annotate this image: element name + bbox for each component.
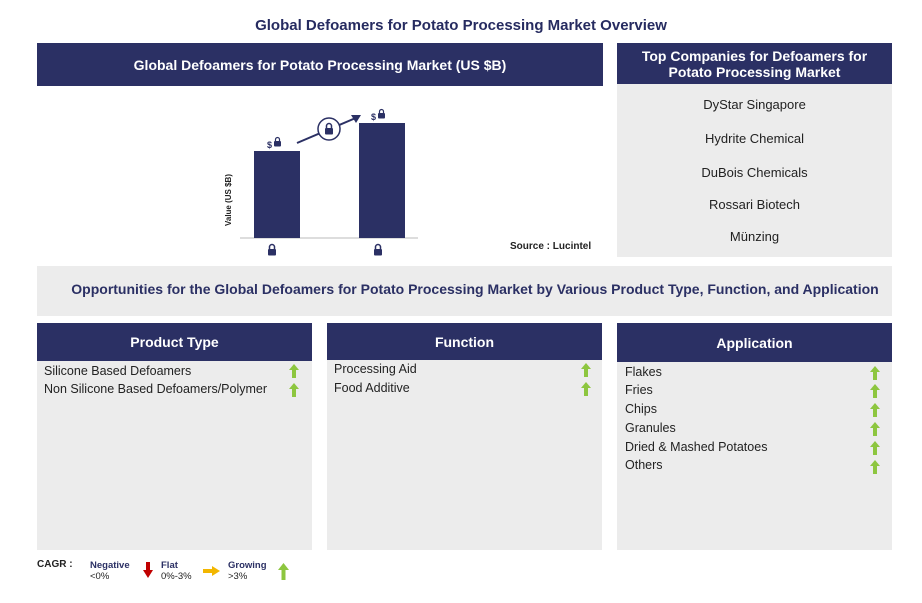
growing-arrow-icon — [870, 460, 880, 474]
legend-negative: Negative <0% — [90, 560, 130, 582]
segment-item: Food Additive — [334, 381, 410, 395]
company-item: DyStar Singapore — [703, 97, 806, 112]
growing-arrow-icon — [581, 363, 591, 377]
segment-header-product-type: Product Type — [37, 323, 312, 361]
segment-item: Flakes — [625, 365, 662, 379]
company-item: DuBois Chemicals — [701, 165, 808, 180]
segment-header-application: Application — [617, 323, 892, 362]
legend-negative-range: <0% — [90, 571, 110, 582]
market-chart: Value (US $B) $ $ — [224, 108, 418, 256]
up-arrow-icon — [278, 563, 289, 580]
lock-icon — [325, 122, 333, 135]
segment-item: Non Silicone Based Defoamers/Polymer — [44, 382, 268, 396]
growing-arrow-icon — [289, 364, 299, 378]
segment-header-function: Function — [327, 323, 602, 360]
page-title: Global Defoamers for Potato Processing M… — [255, 17, 667, 34]
segment-item: Processing Aid — [334, 362, 417, 376]
legend-flat-range: 0%-3% — [161, 571, 192, 582]
company-item: Rossari Biotech — [708, 197, 801, 212]
bar-1-value-label: $ — [267, 140, 272, 150]
segment-item: Granules — [625, 421, 676, 435]
growth-arrow-head — [351, 115, 361, 123]
companies-list: DyStar Singapore Hydrite Chemical DuBois… — [617, 84, 892, 257]
growing-arrow-icon — [870, 384, 880, 398]
growing-arrow-icon — [870, 403, 880, 417]
bar-2 — [359, 123, 405, 238]
legend-growing-label: Growing — [228, 560, 267, 571]
down-arrow-icon — [143, 562, 153, 578]
segment-panel-application: Flakes Fries Chips Granules Dried & Mash… — [617, 362, 892, 550]
lock-icon — [268, 243, 276, 256]
legend-growing: Growing >3% — [228, 560, 267, 582]
segment-panel-product-type: Silicone Based Defoamers Non Silicone Ba… — [37, 361, 312, 550]
source-note: Source : Lucintel — [510, 241, 592, 252]
segment-panel-function: Processing Aid Food Additive — [327, 360, 602, 550]
growing-arrow-icon — [289, 383, 299, 397]
legend-flat: Flat 0%-3% — [161, 560, 192, 582]
bar-2-value-label: $ — [371, 112, 376, 122]
opportunities-banner — [37, 266, 892, 316]
growing-arrow-icon — [581, 382, 591, 396]
legend-negative-label: Negative — [90, 560, 130, 571]
lock-icon — [374, 243, 382, 256]
y-axis-label: Value (US $B) — [224, 174, 233, 226]
right-arrow-icon — [203, 566, 220, 576]
market-chart-title: Global Defoamers for Potato Processing M… — [37, 43, 603, 86]
segment-item: Fries — [625, 383, 653, 397]
legend-flat-label: Flat — [161, 560, 178, 571]
segment-item: Chips — [625, 402, 657, 416]
legend-cagr-label: CAGR : — [37, 559, 73, 570]
company-item: Hydrite Chemical — [705, 131, 804, 146]
lock-icon — [274, 136, 281, 147]
companies-title: Top Companies for Defoamers for Potato P… — [617, 43, 892, 84]
growing-arrow-icon — [870, 366, 880, 380]
legend-growing-range: >3% — [228, 571, 248, 582]
segment-item: Silicone Based Defoamers — [44, 364, 192, 378]
segment-item: Dried & Mashed Potatoes — [625, 440, 768, 454]
growing-arrow-icon — [870, 441, 880, 455]
segment-item: Others — [625, 458, 663, 472]
opportunities-title: Opportunities for the Global Defoamers f… — [71, 281, 879, 297]
lock-icon — [378, 108, 385, 119]
growing-arrow-icon — [870, 422, 880, 436]
bar-1 — [254, 151, 300, 238]
company-item: Münzing — [729, 229, 780, 244]
